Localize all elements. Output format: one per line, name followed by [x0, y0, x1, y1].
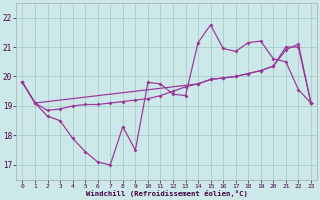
X-axis label: Windchill (Refroidissement éolien,°C): Windchill (Refroidissement éolien,°C) [86, 190, 248, 197]
